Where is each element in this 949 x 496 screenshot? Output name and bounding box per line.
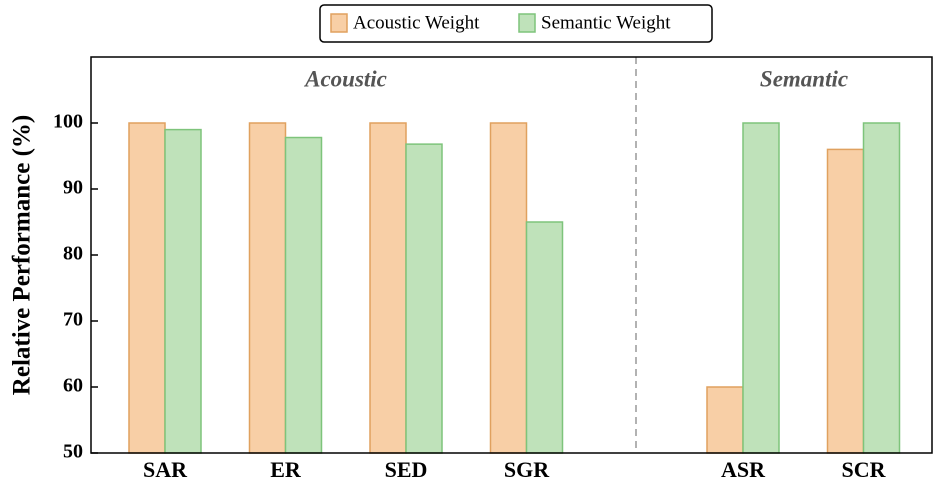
plot-frame bbox=[90, 56, 933, 454]
bar bbox=[405, 143, 443, 454]
y-tick-label: 50 bbox=[63, 441, 83, 463]
x-tick-label: SED bbox=[385, 457, 428, 482]
y-tick-label: 60 bbox=[63, 375, 83, 397]
bar bbox=[862, 122, 901, 454]
x-tick-label: SCR bbox=[841, 457, 886, 482]
y-tick-label: 80 bbox=[63, 243, 83, 265]
bar bbox=[284, 136, 323, 454]
bar bbox=[489, 122, 528, 454]
legend-label: Semantic Weight bbox=[541, 12, 671, 33]
x-tick-label: SGR bbox=[504, 457, 550, 482]
x-tick-label: ER bbox=[270, 457, 302, 482]
legend-box bbox=[319, 4, 713, 43]
x-tick-label: SAR bbox=[143, 457, 188, 482]
y-axis-label: Relative Performance (%) bbox=[9, 115, 36, 395]
x-tick-label: ASR bbox=[721, 457, 766, 482]
y-tick-label: 90 bbox=[63, 177, 83, 199]
y-tick-label: 100 bbox=[53, 111, 83, 133]
bar bbox=[128, 122, 166, 454]
bar bbox=[742, 122, 780, 454]
bar bbox=[706, 386, 744, 454]
group-label: Acoustic bbox=[303, 66, 387, 91]
bar bbox=[369, 122, 407, 454]
legend-swatch bbox=[330, 13, 348, 33]
bar bbox=[248, 122, 287, 454]
legend-swatch bbox=[518, 13, 536, 33]
y-tick-label: 70 bbox=[63, 309, 83, 331]
bar bbox=[525, 221, 564, 454]
legend-label: Acoustic Weight bbox=[353, 12, 480, 33]
group-label: Semantic bbox=[760, 66, 848, 91]
bar bbox=[164, 128, 202, 454]
bar bbox=[826, 148, 865, 454]
